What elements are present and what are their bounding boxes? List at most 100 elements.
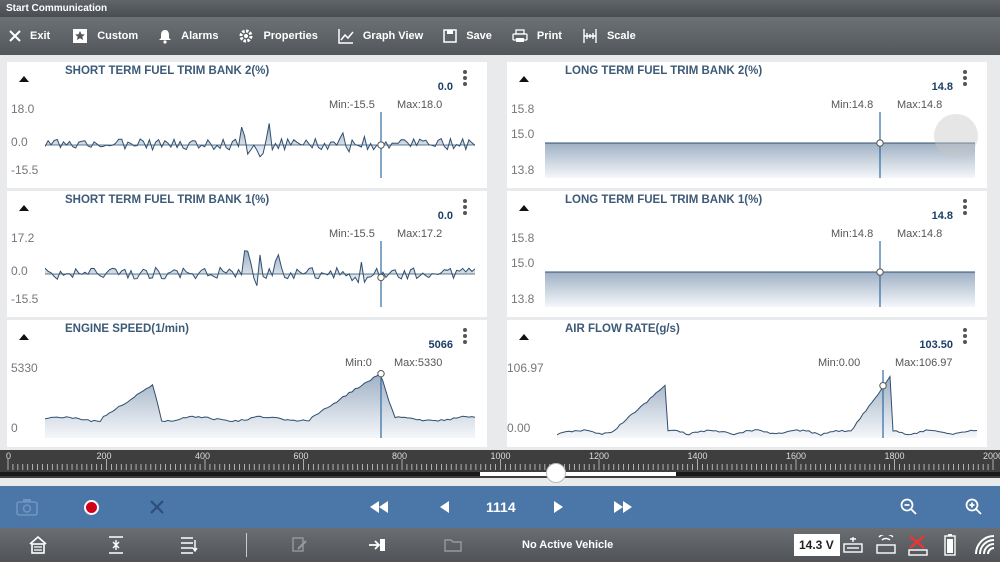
trace-plot (45, 241, 475, 307)
cursor-marker (876, 139, 884, 147)
playback-bar: 1114 (0, 486, 1000, 528)
trace-plot (545, 241, 975, 307)
status-divider (246, 533, 247, 557)
trace-area (545, 143, 975, 178)
panel-title: LONG TERM FUEL TRIM BANK 2(%) (565, 65, 763, 77)
timeline-tick-label: 1000 (490, 451, 511, 461)
custom-button[interactable]: Custom (72, 28, 138, 44)
more-options-icon[interactable] (463, 70, 467, 88)
collapse-arrow-icon[interactable] (519, 76, 529, 82)
timeline-tick-label: 600 (293, 451, 309, 461)
cursor-marker (876, 268, 884, 276)
collapse-arrow-icon[interactable] (19, 76, 29, 82)
step-back-icon[interactable] (440, 501, 449, 513)
y-tick-label: 5330 (11, 361, 38, 375)
collapse-arrow-icon[interactable] (19, 334, 29, 340)
home-icon[interactable] (29, 536, 47, 554)
timeline-tick-label: 1200 (589, 451, 610, 461)
more-options-icon[interactable] (963, 328, 967, 346)
touch-indicator (934, 114, 978, 158)
max-value: Max:17.2 (397, 228, 443, 240)
max-value: Max:18.0 (397, 99, 443, 111)
exit-button[interactable]: Exit (9, 30, 50, 42)
zoom-out-icon[interactable] (900, 498, 918, 516)
toolbar: Exit Custom Alarms Properties Graph View… (0, 17, 1000, 55)
scale-icon (583, 29, 597, 43)
zoom-in-icon[interactable] (965, 498, 983, 516)
list-down-icon[interactable] (180, 536, 198, 554)
y-tick-label: 0.00 (507, 421, 531, 435)
y-tick-label: -15.5 (11, 163, 39, 177)
panel-title: LONG TERM FUEL TRIM BANK 1(%) (565, 194, 763, 206)
y-tick-label: 0 (11, 421, 18, 435)
timeline-ruler (0, 459, 1000, 476)
wifi-icon (975, 535, 995, 555)
trace-line (45, 123, 475, 158)
cursor-marker (377, 370, 385, 378)
printer-icon (512, 29, 528, 42)
bell-icon (159, 29, 172, 44)
print-button[interactable]: Print (512, 29, 562, 43)
collapse-arrow-icon[interactable] (19, 205, 29, 211)
y-tick-label: -15.5 (11, 292, 39, 306)
panel-title: SHORT TERM FUEL TRIM BANK 1(%) (65, 194, 270, 206)
min-value: Min:14.8 (831, 228, 874, 240)
more-options-icon[interactable] (963, 70, 967, 88)
trace-area (45, 123, 475, 157)
trace-area (45, 373, 475, 438)
collapse-arrow-icon[interactable] (519, 205, 529, 211)
properties-button[interactable]: Properties (238, 28, 318, 44)
max-value: Max:14.8 (897, 99, 943, 111)
camera-icon[interactable] (16, 498, 38, 516)
y-tick-label: 13.8 (511, 163, 535, 177)
record-button[interactable] (84, 500, 99, 515)
collapse-icon[interactable] (108, 536, 124, 554)
rewind-icon[interactable] (370, 501, 388, 513)
chart-panel-engine-speed[interactable]: ENGINE SPEED(1/min) 5066 Min:0 Max:5330 5330… (7, 320, 487, 447)
y-tick-label: 15.8 (511, 231, 535, 245)
save-button[interactable]: Save (443, 29, 492, 43)
panel-title: AIR FLOW RATE(g/s) (565, 323, 680, 335)
chart-panel-ltft-bank1[interactable]: LONG TERM FUEL TRIM BANK 1(%) 14.8 Min:14.… (507, 191, 987, 317)
more-options-icon[interactable] (963, 199, 967, 217)
timeline-tick-label: 2000 (983, 451, 1000, 461)
close-icon (9, 30, 21, 42)
transfer-icon[interactable] (368, 537, 386, 553)
timeline-tick-label: 1400 (687, 451, 708, 461)
timeline-tick-label: 0 (6, 451, 12, 461)
vehicle-link-icon (876, 535, 896, 554)
trace-plot (545, 112, 975, 178)
cursor-marker (377, 141, 385, 149)
timeline-tick-label: 1600 (786, 451, 807, 461)
chart-panel-ltft-bank2[interactable]: LONG TERM FUEL TRIM BANK 2(%) 14.8 Min:14.… (507, 62, 987, 188)
timeline-tick-label: 800 (392, 451, 408, 461)
clear-icon[interactable] (150, 500, 164, 514)
report-icon[interactable] (292, 537, 308, 553)
more-options-icon[interactable] (463, 328, 467, 346)
scale-button[interactable]: Scale (582, 28, 636, 44)
cursor-marker (377, 273, 385, 282)
vehicle-status: No Active Vehicle (522, 539, 614, 551)
folder-icon[interactable] (444, 538, 462, 552)
max-value: Max:106.97 (895, 357, 953, 369)
alarms-button[interactable]: Alarms (158, 29, 218, 44)
graph-view-button[interactable]: Graph View (338, 28, 423, 44)
timeline-handle[interactable] (546, 463, 566, 483)
y-tick-label: 106.97 (507, 361, 544, 375)
chart-panel-air-flow-rate[interactable]: AIR FLOW RATE(g/s) 103.50 Min:0.00 Max:106.… (507, 320, 987, 447)
timeline-tick-label: 200 (96, 451, 112, 461)
collapse-arrow-icon[interactable] (519, 334, 529, 340)
more-options-icon[interactable] (463, 199, 467, 217)
y-tick-label: 18.0 (11, 102, 35, 116)
chart-panel-stft-bank2[interactable]: SHORT TERM FUEL TRIM BANK 2(%) 0.0 Min:-15… (7, 62, 487, 188)
chart-panel-stft-bank1[interactable]: SHORT TERM FUEL TRIM BANK 1(%) 0.0 Min:-15… (7, 191, 487, 317)
timeline-scrubber[interactable]: 0 200 400 600 800 1000 1200 1400 1600 1800 2000 (0, 450, 1000, 483)
vci-connection-icon (843, 537, 863, 553)
fast-forward-icon[interactable] (614, 501, 632, 513)
y-tick-label: 13.8 (511, 292, 535, 306)
panel-title: SHORT TERM FUEL TRIM BANK 2(%) (65, 65, 270, 77)
y-tick-label: 15.0 (511, 256, 535, 270)
current-value: 14.8 (931, 81, 953, 93)
y-tick-label: 15.0 (511, 127, 535, 141)
step-forward-icon[interactable] (554, 501, 563, 513)
